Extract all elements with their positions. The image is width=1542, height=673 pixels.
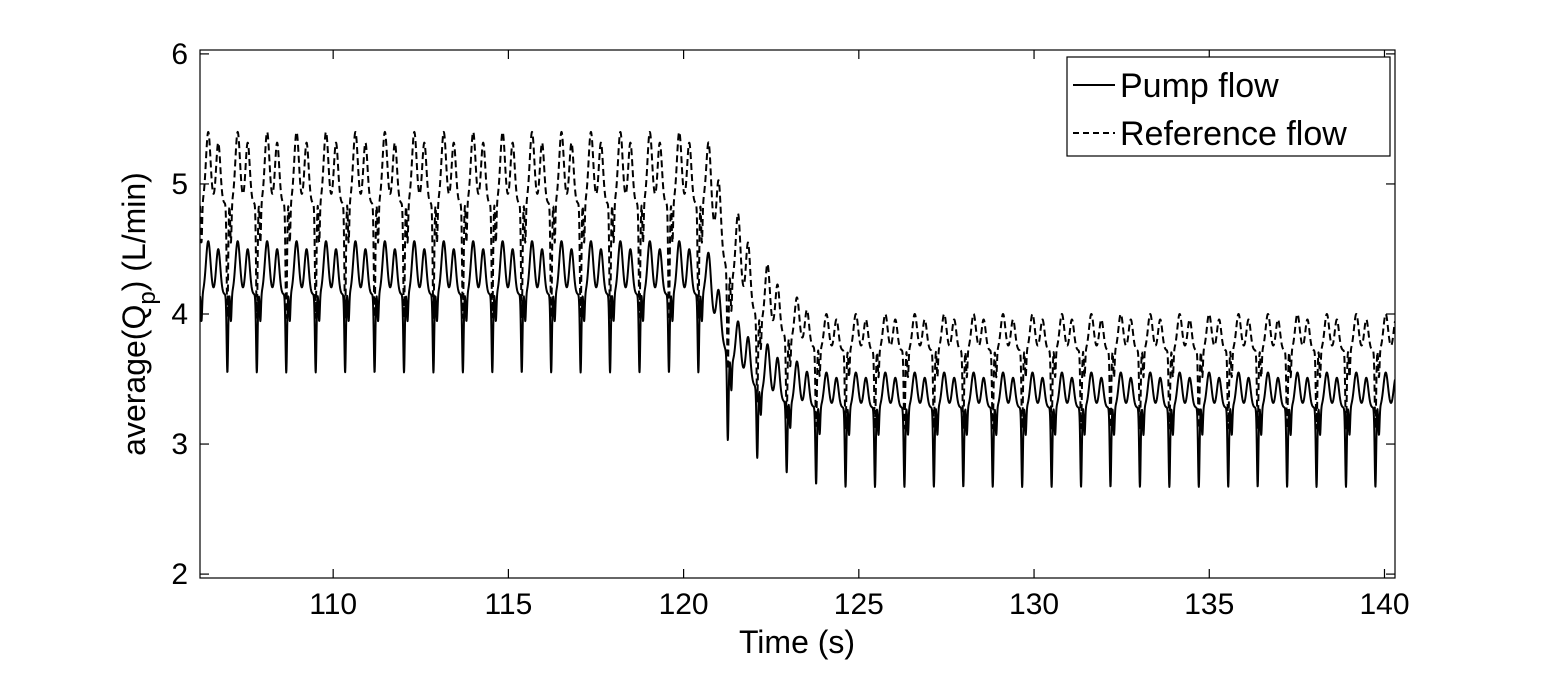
x-tick-label: 110 bbox=[309, 588, 357, 621]
legend-label-pump-flow: Pump flow bbox=[1120, 67, 1279, 105]
y-tick-label: 4 bbox=[171, 298, 188, 331]
y-tick-label: 2 bbox=[171, 558, 188, 591]
legend: Pump flow Reference flow bbox=[1066, 56, 1391, 157]
x-tick-label: 120 bbox=[659, 588, 709, 621]
y-tick-label: 5 bbox=[171, 168, 188, 201]
x-tick-label: 125 bbox=[834, 588, 884, 621]
x-tick-label: 130 bbox=[1009, 588, 1059, 621]
legend-label-reference-flow: Reference flow bbox=[1120, 115, 1347, 153]
series-line-reference-flow bbox=[200, 130, 1395, 430]
x-tick-label: 140 bbox=[1359, 588, 1409, 621]
series-line-pump-flow bbox=[200, 240, 1395, 488]
y-tick-label: 3 bbox=[171, 428, 188, 461]
y-axis-label: average(Qp) (L/min) bbox=[116, 172, 161, 456]
y-tick-label: 6 bbox=[171, 38, 188, 71]
x-axis-label: Time (s) bbox=[739, 624, 855, 660]
legend-box bbox=[1066, 56, 1391, 157]
x-tick-label: 115 bbox=[484, 588, 532, 621]
x-tick-label: 135 bbox=[1184, 588, 1234, 621]
y-axis-label-subscript: p bbox=[134, 291, 161, 304]
